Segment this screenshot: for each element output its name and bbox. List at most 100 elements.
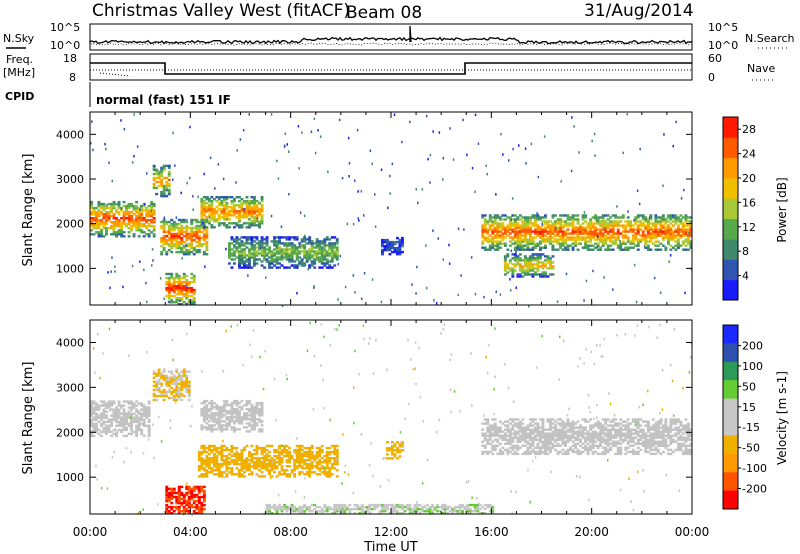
power-echo-cell: [172, 226, 176, 230]
power-echo-cell: [671, 246, 675, 249]
power-echo-cell: [328, 246, 332, 249]
velocity-echo-cell: [508, 450, 512, 454]
power-echo-cell: [536, 228, 540, 231]
velocity-echo-cell: [160, 394, 164, 398]
velocity-echo-cell: [258, 408, 261, 411]
power-echo-cell: [167, 284, 171, 288]
velocity-echo-cell: [185, 376, 189, 379]
power-echo-cell: [501, 226, 505, 229]
power-echo-cell: [677, 242, 680, 245]
velocity-echo-cell: [564, 424, 567, 427]
velocity-echo-cell: [175, 491, 179, 495]
velocity-echo-cell: [483, 434, 487, 437]
power-scatter-point: [411, 283, 413, 286]
power-echo-cell: [102, 235, 106, 238]
power-echo-cell: [671, 230, 675, 233]
velocity-echo-cell: [481, 440, 485, 443]
power-echo-cell: [508, 216, 512, 219]
velocity-echo-cell: [97, 406, 101, 409]
velocity-echo-cell: [122, 408, 126, 411]
power-echo-cell: [102, 225, 106, 228]
velocity-echo-cell: [210, 412, 214, 415]
power-echo-cell: [318, 244, 322, 247]
power-echo-cell: [225, 196, 229, 199]
power-echo-cell: [235, 222, 239, 225]
velocity-echo-cell: [182, 386, 186, 390]
power-echo-cell: [684, 216, 688, 219]
power-echo-cell: [210, 202, 214, 205]
power-echo-cell: [614, 236, 618, 239]
velocity-echo-cell: [551, 434, 555, 437]
power-echo-cell: [263, 254, 266, 257]
power-echo-cell: [513, 248, 517, 251]
power-echo-cell: [200, 216, 204, 219]
power-echo-cell: [238, 206, 241, 209]
power-echo-cell: [215, 218, 219, 221]
velocity-echo-cell: [190, 489, 194, 493]
velocity-echo-cell: [539, 450, 542, 454]
power-echo-cell: [626, 240, 630, 243]
velocity-echo-cell: [127, 406, 131, 409]
power-echo-cell: [659, 242, 663, 245]
velocity-echo-cell: [165, 384, 169, 388]
power-echo-cell: [258, 210, 261, 213]
velocity-echo-cell: [503, 420, 507, 423]
velocity-echo-cell: [260, 420, 264, 423]
power-echo-cell: [496, 224, 500, 227]
power-echo-cell: [579, 236, 582, 239]
velocity-echo-cell: [245, 430, 249, 433]
power-echo-cell: [293, 264, 297, 267]
velocity-echo-cell: [200, 503, 204, 507]
velocity-echo-cell: [253, 420, 256, 423]
power-echo-cell: [295, 236, 299, 239]
velocity-echo-cell: [265, 454, 269, 458]
power-echo-cell: [666, 220, 670, 223]
power-echo-cell: [170, 299, 174, 302]
power-echo-cell: [110, 227, 113, 230]
power-echo-cell: [684, 248, 688, 251]
power-echo-cell: [656, 234, 660, 237]
power-echo-cell: [591, 224, 595, 227]
velocity-echo-cell: [212, 402, 216, 405]
power-scatter-point: [310, 130, 313, 133]
power-echo-cell: [212, 216, 216, 219]
power-echo-cell: [682, 242, 685, 245]
power-echo-cell: [606, 214, 610, 217]
velocity-echo-cell: [202, 399, 206, 403]
power-echo-cell: [531, 259, 535, 262]
power-echo-cell: [238, 242, 241, 245]
velocity-echo-cell: [263, 463, 266, 466]
power-echo-cell: [160, 170, 164, 174]
velocity-echo-cell: [303, 461, 307, 464]
power-echo-cell: [253, 248, 256, 251]
velocity-echo-cell: [273, 450, 276, 454]
power-echo-cell: [205, 253, 209, 256]
power-echo-cell: [398, 244, 402, 248]
velocity-echo-cell: [255, 467, 259, 470]
power-echo-cell: [654, 240, 658, 243]
velocity-echo-cell: [386, 441, 389, 444]
velocity-echo-cell: [127, 410, 131, 413]
power-echo-cell: [107, 211, 111, 214]
power-echo-cell: [644, 240, 648, 243]
velocity-echo-cell: [488, 424, 492, 427]
velocity-echo-cell: [539, 418, 542, 421]
power-echo-cell: [498, 216, 502, 219]
velocity-echo-cell: [90, 424, 93, 427]
power-echo-cell: [293, 236, 297, 239]
velocity-echo-cell: [554, 430, 557, 433]
velocity-echo-cell: [115, 412, 118, 415]
velocity-echo-cell: [486, 422, 490, 425]
power-echo-cell: [112, 223, 116, 226]
power-echo-cell: [230, 242, 234, 245]
velocity-echo-cell: [210, 471, 214, 474]
velocity-echo-cell: [182, 394, 186, 398]
velocity-echo-cell: [300, 448, 304, 452]
power-echo-cell: [556, 228, 560, 231]
velocity-echo-cell: [508, 430, 512, 433]
power-echo-cell: [255, 224, 259, 227]
power-echo-cell: [192, 238, 196, 242]
power-echo-cell: [182, 272, 186, 276]
velocity-echo-cell: [285, 473, 289, 476]
power-scatter-point: [114, 270, 116, 273]
